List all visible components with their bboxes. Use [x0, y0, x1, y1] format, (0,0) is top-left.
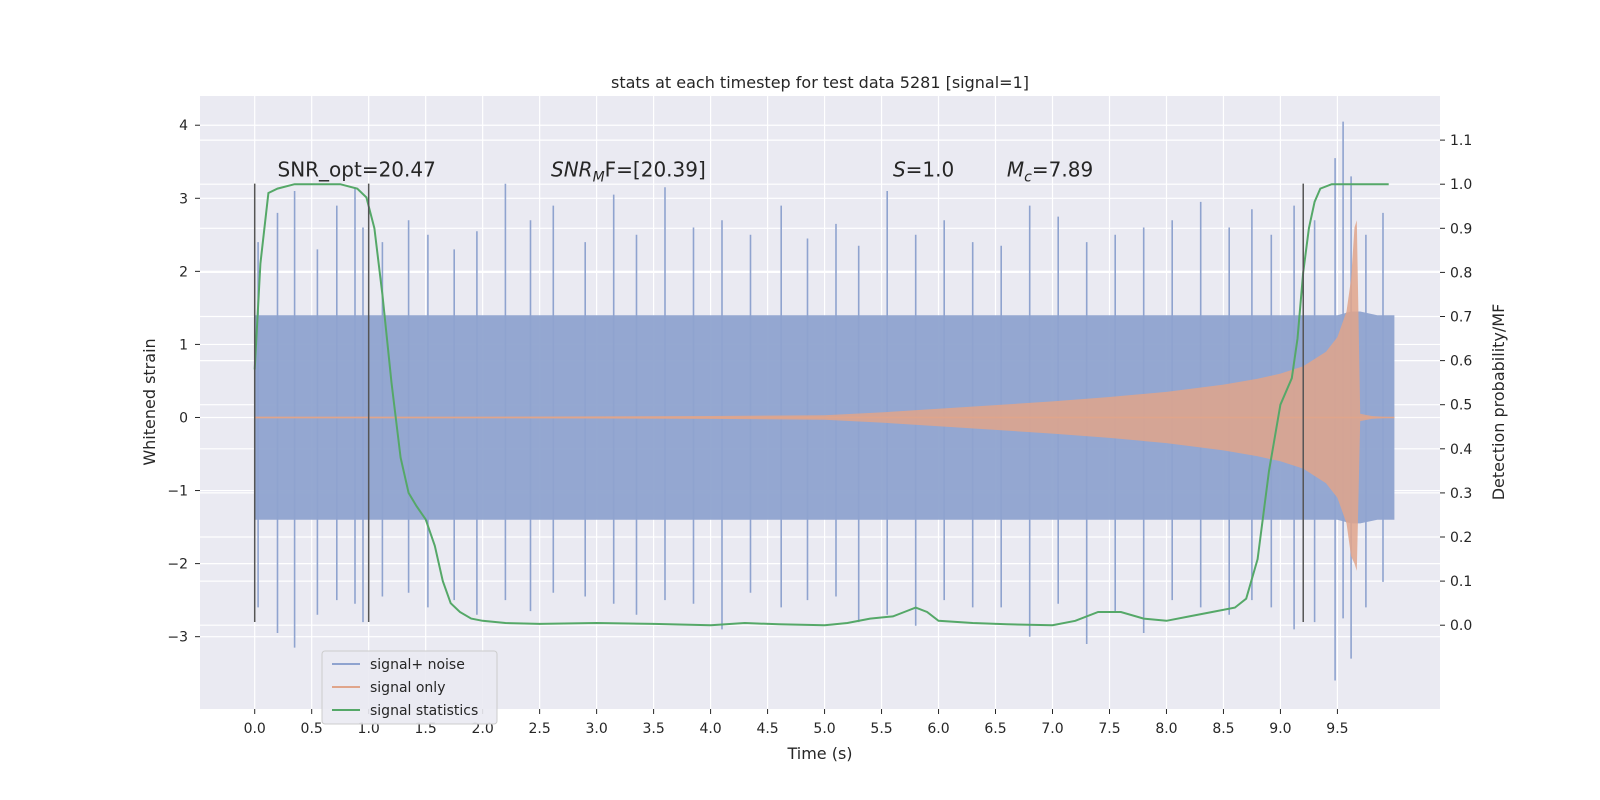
x-tick-label: 8.0 [1155, 721, 1177, 737]
series-signal-statistics-line [253, 183, 1389, 627]
x-axis-label: Time (s) [786, 744, 852, 763]
x-tick-label: 6.0 [927, 721, 949, 737]
x-tick-label: 0.5 [301, 721, 323, 737]
y-tick-label: 1 [179, 337, 188, 353]
y2-tick-label: 1.1 [1450, 133, 1472, 149]
x-tick-label: 0.0 [244, 721, 266, 737]
y2-tick-label: 0.1 [1450, 574, 1472, 590]
x-tick-label: 7.0 [1041, 721, 1063, 737]
y2-tick-label: 0.7 [1450, 310, 1472, 326]
x-tick-label: 8.5 [1212, 721, 1234, 737]
vline-layer [253, 183, 1304, 623]
annotation-snr-mf: SNRMF=[20.39] [551, 157, 706, 185]
x-tick-label: 3.0 [585, 721, 607, 737]
x-tick-label: 5.0 [813, 721, 835, 737]
y-tick-label: 2 [179, 264, 188, 280]
x-tick-label: 1.5 [415, 721, 437, 737]
x-tick-label: 1.0 [358, 721, 380, 737]
legend: signal+ noise signal only signal statist… [321, 650, 498, 725]
annotation-chirp-mass: Mc=7.89 [1007, 157, 1093, 185]
y2-tick-label: 0.4 [1450, 442, 1472, 458]
y2-tick-label: 1.0 [1450, 177, 1472, 193]
x-tick-label: 3.5 [642, 721, 664, 737]
x-tick-label: 7.5 [1098, 721, 1120, 737]
series-signal-only-band [254, 220, 1395, 571]
x-tick-label: 9.0 [1269, 721, 1291, 737]
y2-tick-label: 0.5 [1450, 398, 1472, 414]
x-tick-label: 4.0 [699, 721, 721, 737]
x-tick-label: 4.5 [756, 721, 778, 737]
x-tick-label: 5.5 [870, 721, 892, 737]
legend-label-signal-noise: signal+ noise [370, 657, 465, 673]
y-tick-label: 0 [179, 410, 188, 426]
legend-label-signal-stats: signal statistics [370, 703, 478, 719]
y2-axis-label: Detection probability/MF [1489, 304, 1508, 501]
y-axis-ticks: −3 −2 −1 0 1 2 3 4 [167, 118, 200, 646]
annotation-layer: SNR_opt=20.47 SNRMF=[20.39] S=1.0 Mc=7.89 [278, 157, 1094, 185]
x-tick-label: 2.5 [528, 721, 550, 737]
x-tick-label: 2.0 [472, 721, 494, 737]
y2-tick-label: 0.9 [1450, 221, 1472, 237]
y2-tick-label: 0.6 [1450, 354, 1472, 370]
y-tick-label: 4 [179, 118, 188, 134]
legend-box [321, 650, 498, 725]
y-axis-label: Whitened strain [140, 338, 159, 465]
legend-label-signal-only: signal only [370, 680, 445, 696]
annotation-snr-opt: SNR_opt=20.47 [278, 157, 436, 181]
y2-tick-label: 0.0 [1450, 618, 1472, 634]
y2-tick-label: 0.3 [1450, 486, 1472, 502]
y-tick-label: −1 [167, 484, 188, 500]
annotation-s-stat: S=1.0 [893, 157, 954, 181]
y2-tick-label: 0.8 [1450, 265, 1472, 281]
y-tick-label: 3 [179, 191, 188, 207]
y-tick-label: −3 [167, 630, 188, 646]
chart-title: stats at each timestep for test data 528… [611, 73, 1029, 92]
series-layer [253, 121, 1395, 681]
x-tick-label: 9.5 [1326, 721, 1348, 737]
y2-tick-label: 0.2 [1450, 530, 1472, 546]
x-axis-ticks: 0.0 0.5 1.0 1.5 2.0 2.5 3.0 3.5 4.0 4.5 5.0 5.5 6.0 6… [244, 709, 1349, 737]
x-tick-label: 6.5 [984, 721, 1006, 737]
y-tick-label: −2 [167, 557, 188, 573]
y2-axis-ticks: 0.0 0.1 0.2 0.3 0.4 0.5 0.6 0.7 0.8 0.9 1.0 1.1 [1440, 133, 1472, 634]
